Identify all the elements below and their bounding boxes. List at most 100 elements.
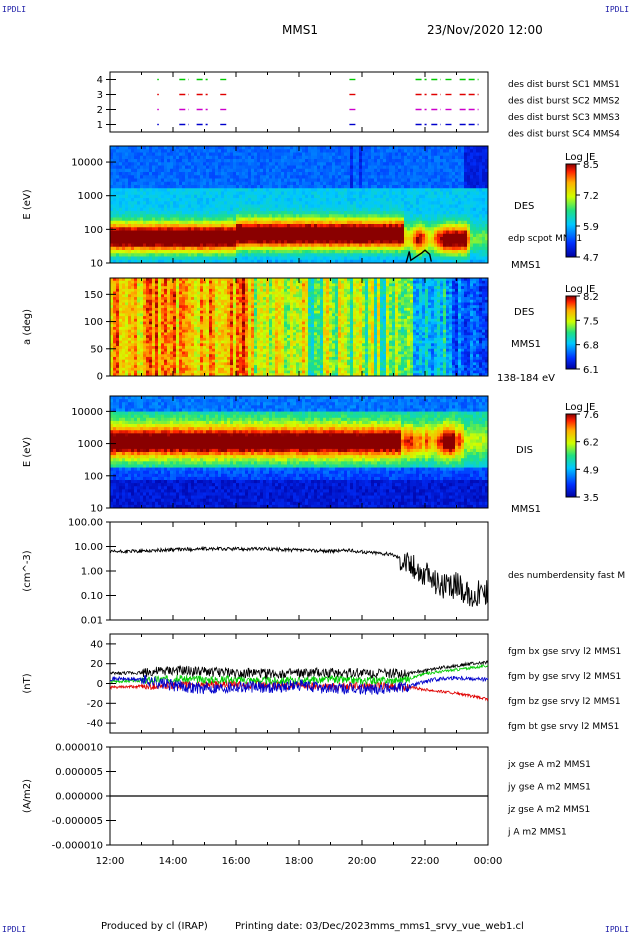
spectrogram-cell bbox=[368, 191, 372, 196]
spectrogram-cell bbox=[269, 181, 273, 186]
spectrogram-cell bbox=[200, 211, 204, 215]
spectrogram-cell bbox=[248, 159, 252, 163]
spectrogram-cell bbox=[452, 220, 456, 225]
spectrogram-cell bbox=[272, 220, 276, 225]
spectrogram-cell bbox=[446, 214, 450, 219]
spectrogram-cell bbox=[401, 175, 405, 180]
spectrogram-cell bbox=[176, 240, 180, 245]
spectrogram-cell bbox=[284, 246, 288, 251]
spectrogram-cell bbox=[371, 224, 375, 228]
spectrogram-cell bbox=[218, 159, 222, 163]
spectrogram-cell bbox=[437, 175, 441, 180]
spectrogram-cell bbox=[395, 172, 399, 176]
spectrogram-cell bbox=[317, 172, 321, 176]
spectrogram-cell bbox=[401, 217, 405, 222]
spectrogram-cell bbox=[299, 185, 303, 189]
y-tick-label: 1000 bbox=[78, 191, 103, 202]
spectrogram-cell bbox=[119, 365, 123, 369]
spectrogram-cell bbox=[146, 250, 150, 254]
spectrogram-cell bbox=[131, 149, 135, 154]
spectrogram-cell bbox=[113, 159, 117, 163]
spectrogram-cell bbox=[122, 354, 126, 358]
spectrogram-cell bbox=[266, 253, 270, 258]
spectrogram-cell bbox=[269, 243, 273, 248]
spectrogram-cell bbox=[209, 220, 213, 225]
spectrogram-cell bbox=[197, 185, 201, 189]
spectrogram-cell bbox=[395, 224, 399, 228]
spectrogram-cell bbox=[419, 194, 423, 199]
spectrogram-cell bbox=[422, 175, 426, 180]
spectrogram-cell bbox=[386, 201, 390, 206]
spectrogram-cell bbox=[110, 286, 114, 290]
spectrogram-cell bbox=[284, 207, 288, 212]
spectrogram-cell bbox=[200, 146, 204, 150]
spectrogram-cell bbox=[476, 159, 480, 163]
spectrogram-cell bbox=[344, 159, 348, 163]
spectrogram-cell bbox=[332, 207, 336, 212]
spectrogram-cell bbox=[353, 204, 357, 209]
spectrogram-cell bbox=[227, 217, 231, 222]
spectrogram-cell bbox=[485, 152, 488, 157]
spectrogram-cell bbox=[173, 201, 177, 206]
spectrogram-cell bbox=[200, 178, 204, 183]
spectrogram-cell bbox=[278, 149, 282, 154]
spectrogram-cell bbox=[182, 256, 186, 261]
spectrogram-cell bbox=[299, 230, 303, 235]
spectrogram-cell bbox=[230, 201, 234, 206]
spectrogram-cell bbox=[185, 159, 189, 163]
spectrogram-cell bbox=[395, 256, 399, 261]
spectrogram-cell bbox=[323, 149, 327, 154]
spectrogram-cell bbox=[374, 181, 378, 186]
spectrogram-cell bbox=[356, 214, 360, 219]
spectrogram-cell bbox=[452, 253, 456, 258]
spectrogram-cell bbox=[278, 224, 282, 228]
spectrogram-cell bbox=[308, 243, 312, 248]
spectrogram-cell bbox=[182, 259, 186, 263]
spectrogram-cell bbox=[122, 327, 126, 331]
spectrogram-cell bbox=[191, 237, 195, 241]
spectrogram-cell bbox=[359, 227, 363, 232]
spectrogram-cell bbox=[314, 172, 318, 176]
spectrogram-cell bbox=[344, 204, 348, 209]
spectrogram-cell bbox=[461, 155, 465, 160]
spectrogram-cell bbox=[392, 201, 396, 206]
spectrogram-cell bbox=[221, 240, 225, 245]
spectrogram-cell bbox=[407, 246, 411, 251]
spectrogram-cell bbox=[305, 188, 309, 193]
spectrogram-cell bbox=[428, 194, 432, 199]
spectrogram-cell bbox=[158, 172, 162, 176]
spectrogram-cell bbox=[188, 240, 192, 245]
spectrogram-cell bbox=[113, 370, 117, 374]
spectrogram-cell bbox=[350, 240, 354, 245]
spectrogram-cell bbox=[416, 243, 420, 248]
spectrogram-cell bbox=[152, 181, 156, 186]
spectrogram-cell bbox=[227, 211, 231, 215]
spectrogram-cell bbox=[461, 185, 465, 189]
spectrogram-cell bbox=[140, 246, 144, 251]
spectrogram-cell bbox=[470, 159, 474, 163]
spectrogram-cell bbox=[266, 172, 270, 176]
spectrogram-cell bbox=[134, 365, 138, 369]
spectrogram-cell bbox=[452, 211, 456, 215]
spectrogram-cell bbox=[281, 178, 285, 183]
spectrogram-cell bbox=[134, 220, 138, 225]
spectrogram-cell bbox=[485, 224, 488, 228]
spectrogram-cell bbox=[137, 149, 141, 154]
spectrogram-cell bbox=[419, 149, 423, 154]
spectrogram-cell bbox=[335, 181, 339, 186]
spectrogram-cell bbox=[197, 220, 201, 225]
spectrogram-cell bbox=[305, 175, 309, 180]
spectrogram-cell bbox=[161, 155, 165, 160]
spectrogram-cell bbox=[458, 159, 462, 163]
spectrogram-cell bbox=[266, 162, 270, 167]
spectrogram-cell bbox=[365, 149, 369, 154]
spectrogram-cell bbox=[362, 168, 366, 173]
spectrogram-cell bbox=[440, 178, 444, 183]
spectrogram-cell bbox=[149, 198, 153, 202]
spectrogram-cell bbox=[410, 178, 414, 183]
spectrogram-cell bbox=[422, 146, 426, 150]
spectrogram-cell bbox=[320, 211, 324, 215]
spectrogram-cell bbox=[386, 217, 390, 222]
spectrogram-cell bbox=[194, 204, 198, 209]
spectrogram-cell bbox=[113, 204, 117, 209]
